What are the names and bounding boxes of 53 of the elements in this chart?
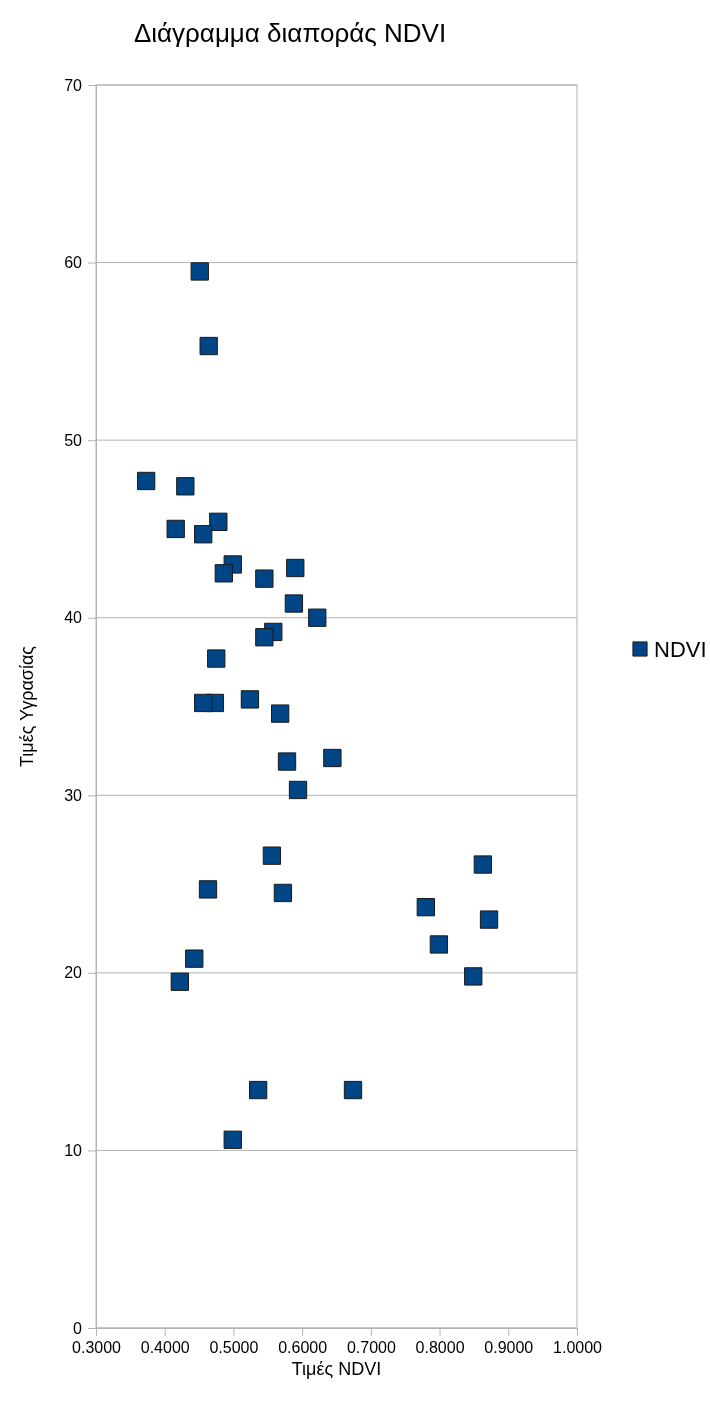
point — [479, 910, 499, 929]
x-tick-label: 0.6000 — [278, 1339, 328, 1357]
x-tick-label: 1.0000 — [553, 1339, 603, 1357]
point — [194, 525, 213, 544]
y-tick-label: 60 — [64, 254, 83, 272]
point — [416, 898, 435, 917]
y-tick-label: 50 — [64, 431, 83, 449]
legend-label: NDVI — [654, 637, 707, 662]
y-tick-label: 20 — [64, 964, 83, 982]
point — [473, 855, 493, 874]
point — [343, 1080, 363, 1100]
point — [223, 1130, 242, 1149]
point — [240, 690, 260, 709]
point — [214, 564, 233, 583]
y-tick-label: 40 — [64, 609, 83, 627]
y-tick-label: 30 — [64, 786, 83, 804]
point — [185, 949, 204, 968]
point — [194, 693, 213, 713]
x-tick-label: 0.4000 — [140, 1339, 190, 1357]
point — [286, 558, 305, 578]
point — [262, 846, 282, 865]
x-tick-label: 0.8000 — [415, 1339, 465, 1357]
x-tick-label: 0.5000 — [209, 1339, 259, 1357]
point — [199, 336, 218, 356]
y-tick-label: 0 — [73, 1319, 83, 1337]
x-tick-label: 0.7000 — [346, 1339, 396, 1357]
point — [288, 780, 308, 800]
point — [249, 1080, 268, 1100]
point — [277, 752, 297, 771]
point — [207, 649, 226, 668]
y-tick-label: 70 — [64, 76, 83, 94]
x-axis-title: Τιμές NDVI — [291, 1359, 382, 1379]
point — [170, 972, 189, 991]
y-axis-title: Τιμές Υγρασίας — [17, 645, 37, 768]
point — [190, 262, 209, 281]
point — [284, 594, 304, 613]
y-tick-label: 10 — [64, 1142, 83, 1160]
x-tick-label: 0.3000 — [72, 1339, 122, 1357]
point — [176, 477, 195, 496]
x-tick-label: 0.9000 — [484, 1339, 534, 1357]
point — [255, 569, 274, 588]
point — [255, 628, 274, 647]
point — [429, 935, 449, 954]
point — [308, 608, 327, 627]
point — [323, 748, 342, 768]
point — [273, 883, 293, 903]
point — [198, 880, 218, 899]
chart-title: Διάγραμμα διαποράς NDVI — [133, 18, 447, 48]
point — [270, 704, 290, 723]
point — [137, 471, 156, 491]
point — [209, 512, 228, 531]
point — [166, 519, 185, 539]
point — [464, 967, 483, 986]
